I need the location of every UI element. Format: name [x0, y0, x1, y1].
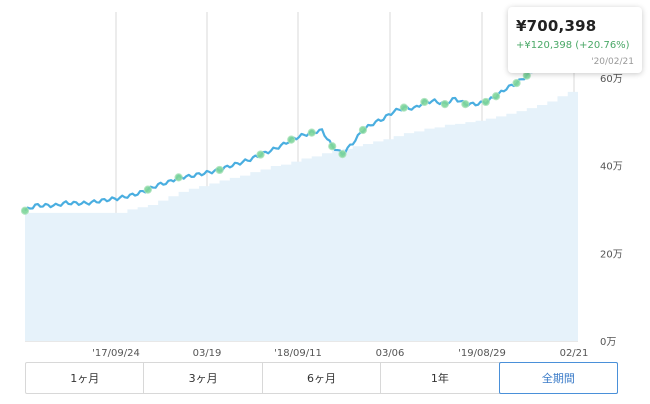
event-marker: [440, 100, 449, 109]
event-marker: [399, 103, 409, 112]
x-tick-label: '19/08/29: [458, 348, 506, 359]
y-tick-label: 60万: [600, 74, 623, 85]
x-tick-label: '17/09/24: [92, 348, 140, 359]
x-axis-ticks: '17/09/24 03/19 '18/09/11 03/06 '19/08/29 02/…: [92, 348, 588, 359]
tab-1-month[interactable]: 1ヶ月: [26, 363, 145, 393]
event-marker: [420, 97, 429, 107]
event-marker: [512, 78, 521, 88]
y-tick-label: 20万: [600, 249, 623, 260]
event-marker: [328, 142, 337, 151]
tab-3-months[interactable]: 3ヶ月: [144, 363, 263, 393]
event-marker: [256, 150, 265, 159]
y-tick-label: 40万: [600, 162, 623, 173]
event-marker: [215, 165, 224, 175]
event-marker: [461, 100, 470, 109]
event-marker: [143, 185, 152, 194]
tooltip-date: '20/02/21: [591, 57, 634, 67]
event-marker: [174, 173, 183, 182]
event-marker: [287, 135, 296, 144]
event-marker: [338, 150, 347, 159]
tooltip-value: ¥700,398: [516, 17, 597, 35]
event-marker: [20, 206, 30, 215]
event-marker: [522, 71, 531, 80]
y-axis-ticks: 0万 20万 40万 60万: [600, 74, 623, 348]
x-tick-label: 02/21: [560, 348, 589, 359]
event-marker: [491, 92, 501, 101]
x-tick-label: 03/06: [376, 348, 405, 359]
tooltip-change: +¥120,398 (+20.76%): [516, 40, 630, 51]
event-marker: [307, 128, 316, 137]
x-tick-label: 03/19: [193, 348, 222, 359]
principal-area: [25, 86, 578, 341]
value-tooltip: ¥700,398 +¥120,398 (+20.76%) '20/02/21: [508, 7, 642, 73]
x-tick-label: '18/09/11: [274, 348, 322, 359]
event-marker: [358, 125, 368, 135]
event-marker: [481, 97, 490, 107]
tab-all-time[interactable]: 全期間: [498, 362, 619, 394]
tab-6-months[interactable]: 6ヶ月: [263, 363, 382, 393]
period-tabs: 1ヶ月 3ヶ月 6ヶ月 1年 全期間: [25, 362, 619, 394]
y-tick-label: 0万: [600, 337, 616, 348]
tab-1-year[interactable]: 1年: [381, 363, 500, 393]
